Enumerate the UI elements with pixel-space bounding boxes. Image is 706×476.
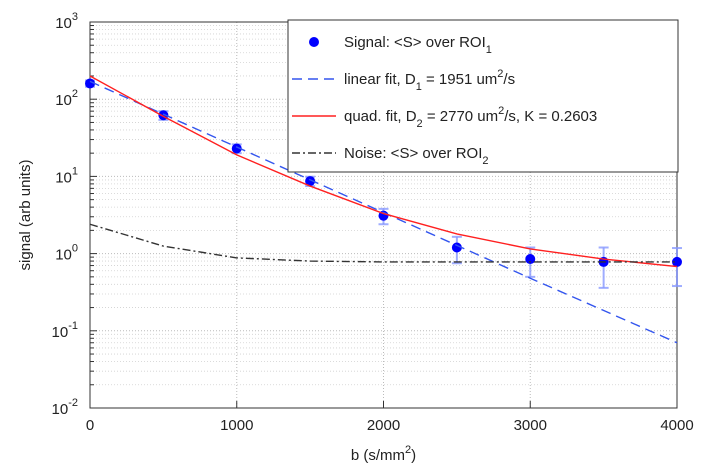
y-tick-exponent: -2 [68, 397, 78, 409]
data-point [231, 143, 242, 154]
x-tick-label: 1000 [220, 417, 253, 434]
y-tick-base: 10 [52, 324, 69, 341]
legend-label-part: = 1951 um [422, 71, 497, 88]
x-tick-label: 0 [86, 417, 94, 434]
x-tick-label: 4000 [660, 417, 693, 434]
fit-line [89, 75, 678, 268]
y-tick-label: 103 [55, 11, 78, 32]
y-tick-label: 10-1 [52, 320, 78, 341]
fit-line [89, 223, 677, 263]
x-axis-label-part: b (s/mm [351, 447, 405, 464]
y-tick-base: 10 [55, 92, 72, 109]
legend-label-part: 2 [417, 118, 423, 130]
y-tick-label: 100 [55, 243, 78, 264]
fit-line [89, 80, 678, 344]
data-point [305, 176, 316, 187]
legend-label-part: 2 [497, 68, 503, 80]
y-tick-base: 10 [55, 169, 72, 186]
legend-label-part: 1 [416, 81, 422, 93]
x-axis-label-part: ) [411, 447, 416, 464]
legend-label-part: Signal: <S> over ROI [344, 34, 486, 51]
y-tick-exponent: 3 [72, 11, 78, 23]
x-axis-label-part: 2 [405, 444, 411, 456]
y-tick-label: 101 [55, 165, 78, 186]
y-tick-label: 102 [55, 88, 78, 109]
x-axis-label: b (s/mm2) [351, 444, 416, 464]
legend-label-part: quad. fit, D [344, 108, 417, 125]
legend-label-part: /s [503, 71, 515, 88]
legend-label-part: 2 [482, 155, 488, 167]
y-axis-label: signal (arb units) [17, 160, 34, 271]
y-tick-exponent: 0 [72, 243, 78, 255]
legend-label-part: Noise: <S> over ROI [344, 145, 482, 162]
legend-box [287, 19, 679, 173]
legend-label: Noise: <S> over ROI2 [344, 145, 489, 167]
y-tick-exponent: 2 [72, 88, 78, 100]
legend-label: Signal: <S> over ROI1 [344, 34, 492, 56]
x-tick-label: 2000 [367, 417, 400, 434]
data-point [672, 256, 682, 267]
y-tick-exponent: -1 [68, 320, 78, 332]
data-point [85, 78, 95, 89]
x-tick-label: 3000 [514, 417, 547, 434]
y-tick-label: 10-2 [52, 397, 78, 418]
y-tick-base: 10 [55, 15, 72, 32]
legend-label-part: 2 [498, 105, 504, 117]
legend-label-part: /s, K = 0.2603 [504, 108, 597, 125]
legend-label: quad. fit, D2 = 2770 um2/s, K = 0.2603 [344, 105, 597, 130]
legend-marker [309, 37, 319, 47]
y-tick-base: 10 [52, 401, 69, 418]
legend-label: linear fit, D1 = 1951 um2/s [344, 68, 515, 93]
legend-label-part: 1 [486, 44, 492, 56]
data-point [451, 242, 462, 253]
data-point [525, 254, 536, 265]
y-tick-base: 10 [55, 247, 72, 264]
y-tick-exponent: 1 [72, 165, 78, 177]
legend-label-part: = 2770 um [423, 108, 498, 125]
legend-label-part: linear fit, D [344, 71, 416, 88]
